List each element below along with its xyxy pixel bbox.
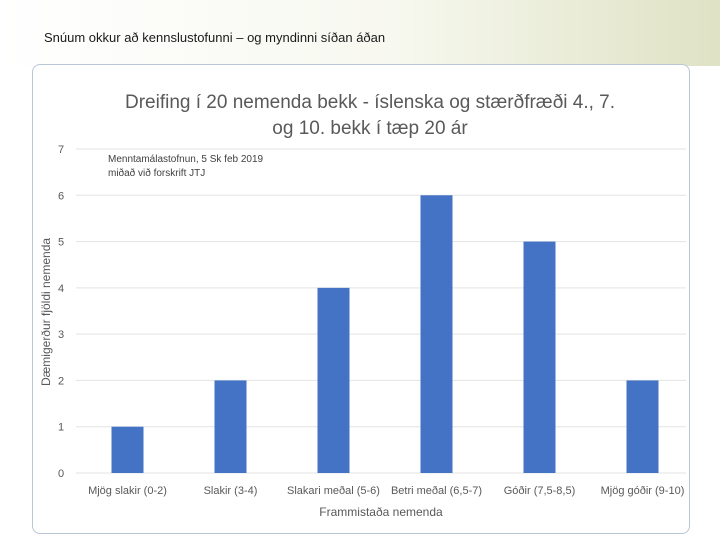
y-tick-label: 7 [58, 144, 64, 156]
y-tick-label: 4 [58, 283, 64, 295]
bar [214, 380, 247, 473]
slide-title: Snúum okkur að kennslustofunni – og mynd… [44, 30, 386, 45]
category-labels: Mjög slakir (0-2) Slakir (3-4) Slakari með… [88, 485, 684, 497]
chart-title-line-1: Dreifing í 20 nemenda bekk - íslenska og… [125, 92, 615, 113]
bar [523, 241, 556, 473]
x-category-label: Slakari meðal (5-6) [287, 485, 380, 497]
header-band [0, 0, 720, 66]
chart-annotation-line-1: Menntamálastofnun, 5 Sk feb 2019 [108, 154, 264, 165]
gridlines [76, 148, 686, 474]
y-axis-label: Dæmigerður fjöldi nemenda [39, 238, 53, 386]
y-tick-label: 2 [58, 375, 64, 387]
x-category-label: Betri meðal (6,5-7) [391, 485, 482, 497]
bar [626, 380, 659, 473]
chart-title-line-2: og 10. bekk í tæp 20 ár [272, 118, 468, 139]
y-tick-label: 3 [58, 329, 64, 341]
x-category-label: Góðir (7,5-8,5) [504, 485, 576, 497]
bars [111, 195, 659, 474]
x-axis-label: Frammistaða nemenda [319, 505, 443, 519]
x-category-label: Slakir (3-4) [204, 485, 258, 497]
y-tick-label: 5 [58, 237, 64, 249]
bar [111, 426, 144, 473]
bar [420, 195, 453, 474]
y-tick-label: 1 [58, 422, 64, 434]
x-category-label: Mjög slakir (0-2) [88, 485, 167, 497]
chart-annotation-line-2: miðað við forskrift JTJ [108, 167, 205, 179]
y-tick-label: 6 [58, 190, 64, 202]
y-tick-labels: 0 1 2 3 4 5 6 7 [58, 144, 64, 480]
bar [317, 287, 350, 473]
y-tick-label: 0 [58, 468, 64, 480]
x-category-label: Mjög góðir (9-10) [601, 485, 685, 497]
